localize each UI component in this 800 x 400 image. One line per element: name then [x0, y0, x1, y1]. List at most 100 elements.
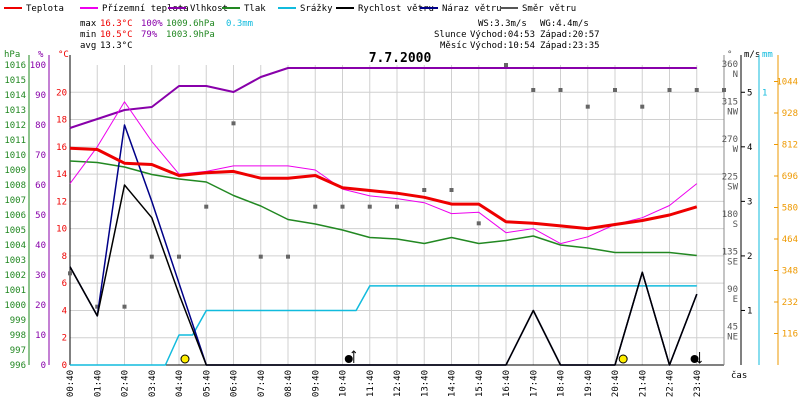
dir-tick-name: S	[733, 220, 738, 230]
wind-dir-point	[367, 204, 372, 209]
wind-dir-point	[313, 204, 318, 209]
temp-tick-label: 20	[56, 88, 67, 98]
moon-rise: Východ:10:54	[470, 41, 535, 51]
legend-label: Rychlost větru	[358, 4, 434, 14]
wind-dir-point	[694, 88, 699, 92]
x-tick-label: 09:40	[311, 370, 321, 397]
x-tick-label: 01:40	[93, 370, 103, 397]
series-line-vlhkost	[69, 67, 697, 129]
pct-tick-label: 40	[35, 241, 46, 251]
wind-dir-point	[558, 88, 563, 92]
dir-tick-deg: 360	[722, 60, 738, 70]
x-tick-label: 23:40	[693, 370, 703, 397]
hpa-tick-label: 1002	[4, 271, 26, 281]
wm2-tick-label: 348	[782, 267, 798, 277]
temp-tick-label: 8	[62, 252, 67, 262]
sun-moon-block: WS:3.3m/s WG:4.4m/s Slunce Východ:04:53 …	[434, 19, 600, 51]
x-tick-label: 14:40	[448, 370, 458, 397]
pct-tick-label: 100	[30, 61, 46, 71]
plot-area	[68, 63, 726, 366]
wind-dir-point	[122, 304, 127, 309]
chart-header: Teplota Přízemní teplota Vlhkost Tlak Srážky…	[4, 4, 600, 51]
x-tick-label: 08:40	[284, 370, 294, 397]
wm2-tick-label: 116	[782, 330, 798, 340]
stat-min-hum: 79%	[141, 30, 158, 40]
stat-min-press: 1003.9hPa	[166, 30, 215, 40]
chart-title: 7.7.2000	[369, 51, 432, 66]
x-tick-label: 05:40	[202, 370, 212, 397]
temp-axis-label: °C	[58, 50, 69, 60]
ws-value: WS:3.3m/s	[478, 19, 527, 29]
moon-label: Měsíc	[440, 41, 467, 51]
hpa-tick-label: 1000	[4, 301, 26, 311]
stats-block: max 16.3°C 100% 1009.6hPa 0.3mm min 10.5…	[80, 19, 253, 51]
grid	[69, 65, 724, 366]
hpa-tick-label: 1003	[4, 256, 26, 266]
moon-set: Západ:23:35	[540, 41, 600, 51]
wind-dir-point	[340, 204, 345, 209]
series-line-tlak	[69, 160, 697, 257]
axes: 00:40 01:40 02:40 03:40 04:40 05:40 06:40 07:40…	[4, 55, 798, 397]
moon-marker	[690, 355, 699, 363]
axis-unit-labels: hPa % °C ° m/s mm čas	[4, 50, 773, 381]
wm2-tick-label: 928	[782, 109, 798, 119]
series-line-teplota	[69, 146, 698, 231]
wm2-tick-label: 464	[782, 235, 798, 245]
dir-tick-name: NE	[727, 333, 738, 343]
hpa-tick-label: 1004	[4, 241, 26, 251]
wind-dir-point	[422, 188, 427, 192]
wm2-tick-label: 580	[782, 204, 798, 214]
x-tick-label: 12:40	[393, 370, 403, 397]
legend-label: Srážky	[300, 4, 333, 14]
x-tick-label: 15:40	[475, 370, 485, 397]
mm-tick-label: 1	[762, 88, 767, 98]
pct-tick-label: 30	[35, 271, 46, 281]
pct-axis-label: %	[38, 50, 44, 60]
pct-tick-label: 20	[35, 301, 46, 311]
hpa-tick-label: 1013	[4, 106, 26, 116]
temp-tick-label: 0	[62, 361, 67, 371]
wind-dir-point	[258, 254, 263, 259]
dir-tick-name: SE	[727, 258, 738, 268]
x-tick-label: 21:40	[638, 370, 648, 397]
x-tick-label: 04:40	[175, 370, 185, 397]
stat-max-temp: 16.3°C	[100, 19, 133, 29]
wind-dir-point	[504, 63, 508, 67]
x-tick-label: 18:40	[557, 370, 567, 397]
wind-dir-point	[177, 254, 181, 259]
hpa-tick-label: 1010	[4, 151, 26, 161]
legend-label: Přízemní teplota	[102, 4, 189, 14]
mm-axis-label: mm	[762, 50, 773, 60]
ms-tick-label: 5	[747, 88, 752, 98]
wind-dir-point	[449, 188, 454, 192]
temp-tick-label: 18	[56, 116, 67, 126]
dir-tick-name: SW	[727, 183, 738, 193]
stat-max-rain: 0.3mm	[226, 19, 253, 29]
temp-tick-label: 16	[56, 143, 67, 153]
dir-tick-deg: 45	[727, 323, 738, 333]
pct-tick-label: 50	[35, 211, 46, 221]
pct-tick-label: 60	[35, 181, 46, 191]
dir-tick-name: N	[733, 70, 738, 80]
moon-arrow-head	[697, 360, 702, 364]
pct-tick-label: 0	[41, 361, 46, 371]
stat-min-label: min	[80, 30, 96, 40]
legend: Teplota Přízemní teplota Vlhkost Tlak Srážky…	[4, 4, 576, 14]
hpa-tick-label: 1009	[4, 166, 26, 176]
wind-dir-point	[395, 204, 399, 209]
hpa-tick-label: 996	[10, 361, 26, 371]
pct-tick-label: 80	[35, 121, 46, 131]
series-line-p-zemn-teplota	[69, 101, 698, 245]
wind-dir-point	[476, 221, 481, 226]
sun-marker	[180, 354, 190, 364]
stat-avg-label: avg	[80, 41, 96, 51]
hpa-tick-label: 1005	[4, 226, 26, 236]
dir-tick-deg: 315	[722, 98, 738, 108]
wm2-tick-label: 1044	[776, 78, 798, 88]
legend-label: Směr větru	[522, 4, 576, 14]
dir-tick-name: W	[733, 145, 739, 155]
wind-dir-point	[149, 254, 154, 259]
dir-axis-label: °	[727, 50, 732, 60]
hpa-tick-label: 1014	[4, 91, 26, 101]
